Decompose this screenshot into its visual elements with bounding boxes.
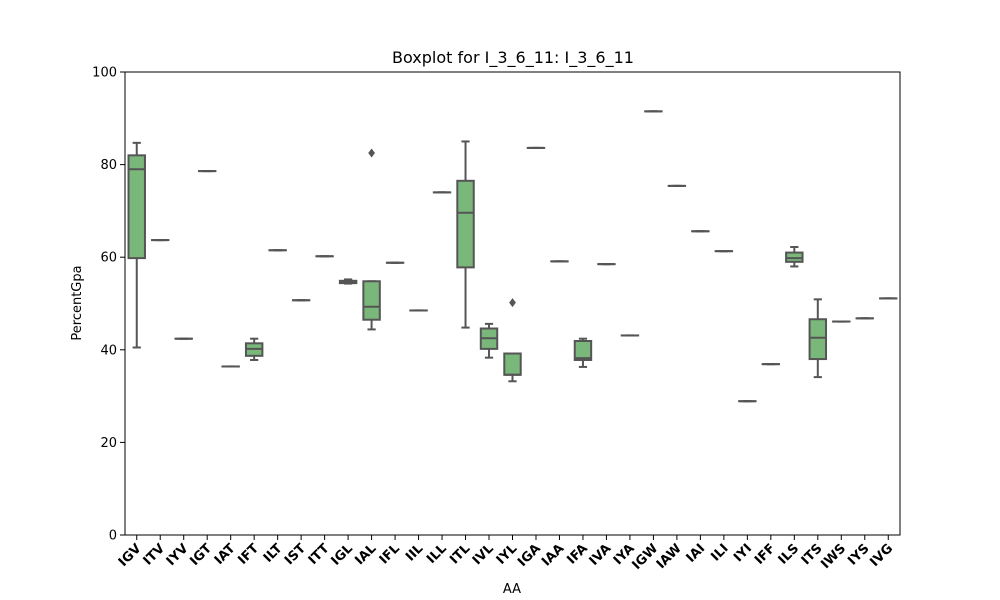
x-tick-label-IVL: IVL [470, 541, 497, 568]
box-ITS [808, 298, 828, 379]
x-tick-label-ITL: ITL [447, 541, 473, 567]
box-IGV [127, 141, 146, 349]
iqr-box [503, 352, 522, 376]
box-ITL [456, 140, 475, 329]
box-IFA [573, 337, 593, 368]
x-tick-label-IFL: IFL [377, 541, 403, 567]
x-tick-label-IFT: IFT [235, 541, 262, 568]
iqr-box [808, 318, 828, 361]
y-axis: 0 20 40 60 80 100 [92, 66, 125, 544]
y-tick-label: 100 [92, 66, 117, 81]
x-tick-label-IAI: IAI [684, 541, 709, 566]
box-IGL [338, 278, 358, 285]
x-tick-label-ITV: ITV [141, 541, 168, 568]
y-tick-label: 0 [109, 529, 117, 544]
box-ILS [785, 246, 804, 268]
box-IVL [479, 322, 499, 359]
x-axis-label: AA [503, 582, 521, 597]
x-tick-label-IGL: IGL [329, 541, 356, 568]
y-tick-label: 20 [100, 436, 117, 451]
iqr-box [456, 179, 475, 269]
x-tick-label-ILL: ILL [424, 541, 450, 567]
iqr-box [127, 154, 146, 260]
iqr-box [573, 340, 593, 361]
x-tick-label-IGW: IGW [630, 541, 662, 573]
x-tick-label-IYS: IYS [845, 541, 872, 568]
y-axis-label: PercentGpa [70, 265, 85, 340]
y-tick-label: 60 [100, 251, 117, 266]
x-tick-label-IST: IST [282, 541, 309, 568]
iqr-box [362, 280, 381, 321]
chart-title: Boxplot for I_3_6_11: I_3_6_11 [392, 48, 634, 68]
x-tick-label-IGV: IGV [116, 541, 145, 570]
x-tick-label-IWS: IWS [818, 541, 849, 572]
x-tick-label-IVA: IVA [587, 541, 615, 569]
x-tick-label-ILT: ILT [261, 541, 286, 566]
x-tick-label-ILS: ILS [776, 541, 803, 568]
x-tick-label-IYV: IYV [164, 541, 192, 569]
box-IFT [244, 337, 264, 361]
x-tick-label-IGT: IGT [187, 541, 215, 569]
outlier-point [509, 298, 516, 308]
x-tick-label-IVG: IVG [867, 541, 896, 570]
x-tick-label-ILI: ILI [708, 541, 731, 564]
x-tick-label-IYL: IYL [494, 541, 521, 568]
x-tick-label-IAL: IAL [352, 541, 379, 568]
outlier-point [368, 148, 375, 158]
y-tick-label: 80 [100, 158, 117, 173]
x-tick-label-IGA: IGA [515, 541, 544, 570]
x-tick-label-IAW: IAW [654, 541, 685, 572]
x-tick-label-IIL: IIL [403, 541, 426, 564]
x-tick-label-IFF: IFF [752, 541, 779, 568]
box-IYL [503, 298, 522, 383]
x-tick-label-IAT: IAT [212, 541, 239, 568]
x-tick-label-IAA: IAA [539, 541, 567, 569]
y-tick-label: 40 [100, 343, 117, 358]
plot-area [127, 110, 898, 403]
x-tick-label-IFA: IFA [564, 541, 590, 567]
box-IAL [362, 148, 381, 331]
x-tick-label-IYI: IYI [731, 541, 755, 565]
x-tick-label-ITT: ITT [306, 541, 333, 568]
